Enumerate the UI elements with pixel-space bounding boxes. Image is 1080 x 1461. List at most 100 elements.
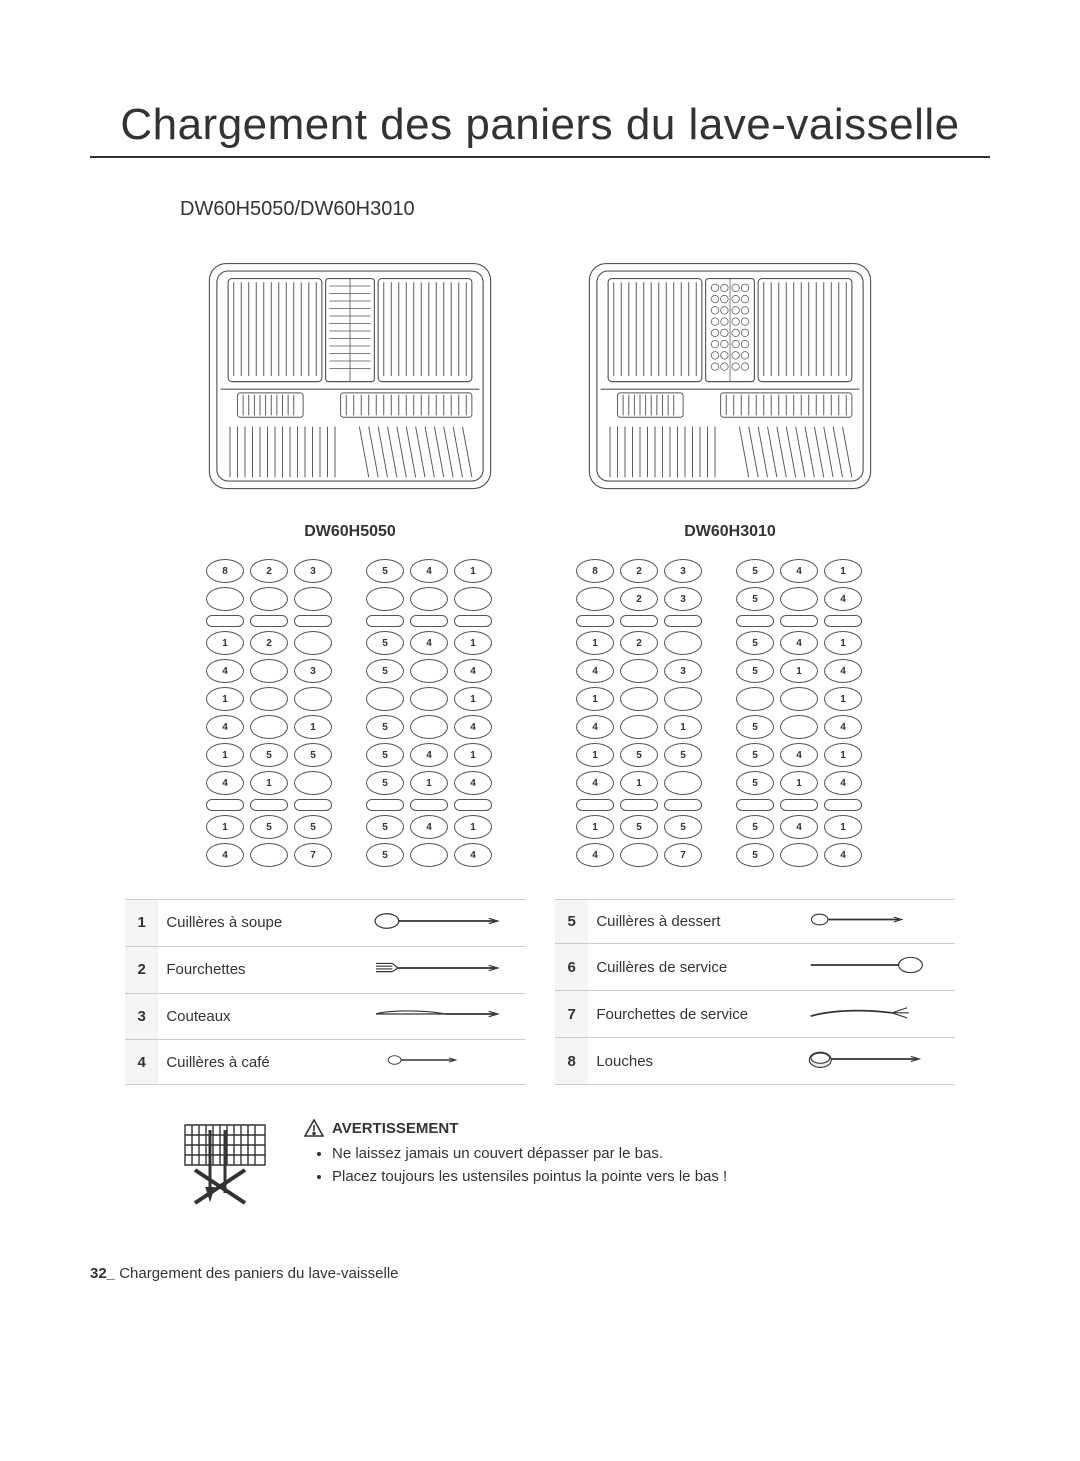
- slot-oval: 5: [620, 743, 658, 767]
- slot-line: 514: [730, 771, 880, 795]
- slot-oval: 1: [824, 559, 862, 583]
- slot-oval: 2: [620, 559, 658, 583]
- slot-line: 41: [570, 771, 720, 795]
- slot-oval: [620, 687, 658, 711]
- slot-oval: 5: [294, 743, 332, 767]
- slot-oval: 1: [454, 559, 492, 583]
- slot-oval: 5: [736, 587, 774, 611]
- slot-oval: 5: [366, 659, 404, 683]
- slot-line: 155: [200, 815, 350, 839]
- legend-row-item: 8Louches: [555, 1038, 955, 1085]
- slot-line: 23: [570, 587, 720, 611]
- slot-oval: 5: [664, 743, 702, 767]
- slot-oval: 4: [410, 815, 448, 839]
- slot-oval: 5: [366, 631, 404, 655]
- legend-utensil-icon: [347, 993, 525, 1040]
- page-number: 32_: [90, 1265, 115, 1282]
- slot-line: 823: [200, 559, 350, 583]
- slot-oval: 4: [454, 659, 492, 683]
- slot-oval: [664, 631, 702, 655]
- slot-line: [360, 587, 510, 611]
- slot-divider: [570, 799, 720, 811]
- slot-line: 541: [730, 631, 880, 655]
- slot-divider: [200, 799, 350, 811]
- slot-line: 1: [200, 687, 350, 711]
- legend-label: Cuillères à soupe: [158, 900, 347, 947]
- slot-oval: 4: [576, 659, 614, 683]
- legend-utensil-icon: [777, 900, 955, 944]
- legend-num: 2: [125, 946, 158, 993]
- rack-illustration-left: [190, 241, 510, 511]
- slot-oval: 4: [454, 771, 492, 795]
- slot-oval: 1: [206, 687, 244, 711]
- slot-oval: 5: [736, 771, 774, 795]
- warning-illustration: [170, 1115, 280, 1205]
- slot-oval: 5: [736, 659, 774, 683]
- slot-line: 1: [360, 687, 510, 711]
- slot-oval: [664, 771, 702, 795]
- legend-row-item: 1Cuillères à soupe: [125, 900, 525, 947]
- slot-oval: 4: [576, 715, 614, 739]
- slot-line: 514: [360, 771, 510, 795]
- slot-oval: 4: [780, 743, 818, 767]
- page-footer: 32_ Chargement des paniers du lave-vaiss…: [90, 1265, 990, 1282]
- slot-oval: [410, 715, 448, 739]
- slot-line: 47: [570, 843, 720, 867]
- slot-oval: 5: [736, 559, 774, 583]
- slot-line: 155: [570, 815, 720, 839]
- slot-oval: 1: [206, 631, 244, 655]
- slot-oval: 5: [366, 771, 404, 795]
- slot-oval: [366, 687, 404, 711]
- slot-oval: 3: [664, 559, 702, 583]
- slot-oval: 1: [454, 743, 492, 767]
- slot-line: 541: [360, 559, 510, 583]
- slot-oval: 3: [294, 559, 332, 583]
- slot-diagram-row: 8231243141155411554754154154154541514541…: [90, 559, 990, 871]
- slot-line: 155: [570, 743, 720, 767]
- slot-oval: 4: [576, 843, 614, 867]
- legend-label: Louches: [588, 1038, 777, 1085]
- slot-oval: [294, 771, 332, 795]
- slot-line: 514: [730, 659, 880, 683]
- slot-oval: 5: [366, 743, 404, 767]
- slot-oval: 5: [736, 631, 774, 655]
- slot-oval: [410, 843, 448, 867]
- legend-num: 8: [555, 1038, 588, 1085]
- slot-diagram-left: 8231243141155411554754154154154541514541…: [190, 559, 520, 871]
- slot-line: 1: [730, 687, 880, 711]
- slot-oval: [620, 843, 658, 867]
- slot-oval: 1: [824, 815, 862, 839]
- warning-triangle-icon: [304, 1119, 324, 1137]
- slot-oval: [294, 587, 332, 611]
- slot-oval: [250, 587, 288, 611]
- legend-label: Fourchettes de service: [588, 991, 777, 1038]
- slot-oval: [736, 687, 774, 711]
- legend-utensil-icon: [777, 944, 955, 991]
- legend-label: Couteaux: [158, 993, 347, 1040]
- legend-num: 4: [125, 1040, 158, 1085]
- legend-label: Cuillères à café: [158, 1040, 347, 1085]
- slot-oval: 5: [366, 715, 404, 739]
- slot-oval: 4: [824, 843, 862, 867]
- slot-oval: 4: [454, 843, 492, 867]
- legend-row-item: 5Cuillères à dessert: [555, 900, 955, 944]
- legend-row-item: 3Couteaux: [125, 993, 525, 1040]
- slot-line: 54: [360, 715, 510, 739]
- slot-oval: 1: [454, 815, 492, 839]
- slot-divider: [730, 615, 880, 627]
- footer-text: Chargement des paniers du lave-vaisselle: [119, 1265, 398, 1282]
- legend-label: Fourchettes: [158, 946, 347, 993]
- slot-divider: [200, 615, 350, 627]
- slot-oval: 4: [410, 743, 448, 767]
- legend-num: 1: [125, 900, 158, 947]
- slot-line: 54: [360, 843, 510, 867]
- slot-oval: 1: [824, 687, 862, 711]
- slot-oval: 1: [250, 771, 288, 795]
- slot-oval: 4: [780, 559, 818, 583]
- slot-line: 47: [200, 843, 350, 867]
- slot-oval: [780, 587, 818, 611]
- slot-line: 541: [730, 743, 880, 767]
- slot-oval: 4: [410, 631, 448, 655]
- slot-oval: 1: [664, 715, 702, 739]
- slot-divider: [360, 799, 510, 811]
